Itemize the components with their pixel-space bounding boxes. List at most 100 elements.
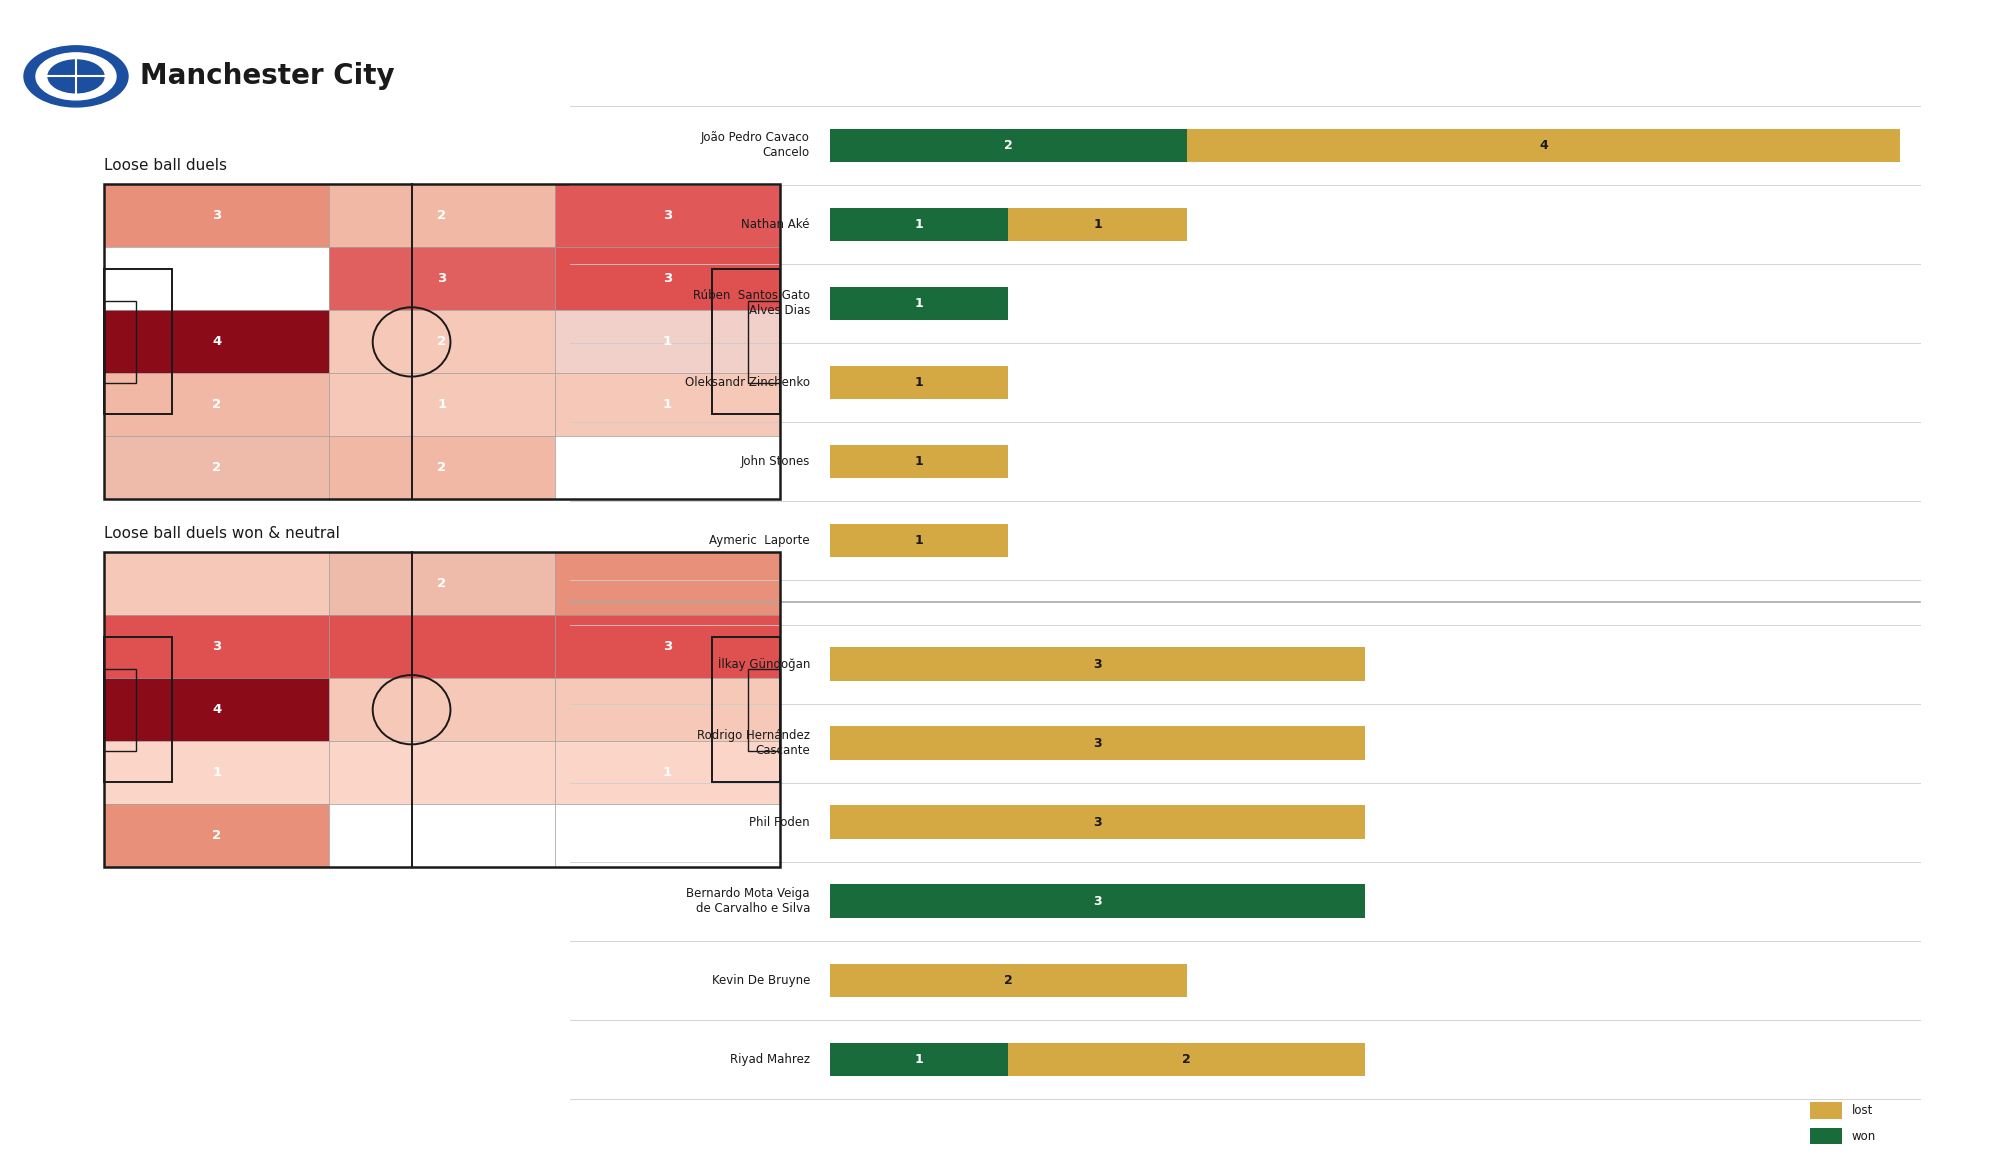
Bar	[104, 184, 780, 499]
Bar	[330, 184, 554, 248]
Bar	[1186, 129, 1900, 162]
Bar	[104, 436, 330, 499]
Text: 4: 4	[212, 335, 222, 349]
Text: 3: 3	[662, 273, 672, 286]
Bar	[330, 804, 554, 867]
Text: 1: 1	[212, 766, 222, 779]
Text: Oleksandr Zinchenko: Oleksandr Zinchenko	[684, 376, 810, 389]
Bar	[830, 885, 1364, 918]
Circle shape	[24, 46, 128, 107]
Bar	[830, 963, 1186, 996]
Text: 1: 1	[662, 335, 672, 349]
Text: Riyad Mahrez: Riyad Mahrez	[730, 1053, 810, 1066]
Text: İlkay Gündoğan: İlkay Gündoğan	[718, 657, 810, 671]
Bar	[748, 669, 780, 751]
Text: 3: 3	[1094, 737, 1102, 750]
Text: Phil Foden: Phil Foden	[750, 815, 810, 828]
Circle shape	[48, 60, 104, 93]
Bar	[104, 741, 330, 804]
Text: 2: 2	[1004, 139, 1012, 152]
Bar	[104, 616, 330, 678]
Bar	[830, 445, 1008, 478]
Bar	[104, 669, 136, 751]
Text: 1: 1	[1094, 217, 1102, 230]
Text: 1: 1	[662, 766, 672, 779]
Text: 2: 2	[212, 398, 222, 411]
Bar	[330, 741, 554, 804]
Bar	[748, 301, 780, 383]
Bar	[330, 436, 554, 499]
Text: John Stones: John Stones	[740, 455, 810, 468]
Bar	[330, 374, 554, 436]
Text: 3: 3	[662, 640, 672, 653]
Text: Rodrigo Hernández
Cascante: Rodrigo Hernández Cascante	[696, 728, 810, 757]
Text: 2: 2	[438, 462, 446, 475]
Bar	[712, 269, 780, 415]
Bar	[830, 647, 1364, 680]
Bar	[330, 552, 554, 616]
Text: won: won	[1852, 1129, 1876, 1143]
Bar	[104, 301, 136, 383]
Text: 1: 1	[662, 398, 672, 411]
Bar	[104, 637, 172, 783]
Bar	[830, 524, 1008, 557]
Bar	[554, 310, 780, 374]
Text: 2: 2	[212, 462, 222, 475]
Text: 3: 3	[662, 209, 672, 222]
Bar	[330, 310, 554, 374]
Bar	[554, 804, 780, 867]
Bar	[104, 678, 330, 741]
Bar	[554, 616, 780, 678]
Text: 3: 3	[438, 273, 446, 286]
Bar	[830, 129, 1186, 162]
Text: 2: 2	[1004, 974, 1012, 987]
Text: 3: 3	[1094, 894, 1102, 907]
Text: 4: 4	[1538, 139, 1548, 152]
Text: 3: 3	[1094, 815, 1102, 828]
Text: Manchester City: Manchester City	[140, 62, 394, 90]
Text: 1: 1	[914, 297, 924, 310]
Bar	[330, 248, 554, 310]
Text: 1: 1	[914, 1053, 924, 1066]
Text: Loose ball duels: Loose ball duels	[104, 157, 228, 173]
Bar	[104, 552, 780, 867]
Bar	[1810, 1102, 1842, 1119]
Bar	[330, 678, 554, 741]
Bar	[554, 741, 780, 804]
Text: 4: 4	[212, 703, 222, 717]
Bar	[554, 436, 780, 499]
Bar	[830, 1042, 1008, 1075]
Bar	[104, 184, 330, 248]
Text: João Pedro Cavaco
Cancelo: João Pedro Cavaco Cancelo	[702, 132, 810, 160]
Text: 3: 3	[212, 209, 222, 222]
Bar	[554, 552, 780, 616]
Text: 3: 3	[1094, 658, 1102, 671]
Bar	[1008, 208, 1186, 241]
Text: Loose ball duels won & neutral: Loose ball duels won & neutral	[104, 525, 340, 540]
Text: 2: 2	[212, 830, 222, 842]
Text: Kevin De Bruyne: Kevin De Bruyne	[712, 974, 810, 987]
Circle shape	[36, 53, 116, 100]
Text: 3: 3	[212, 640, 222, 653]
Bar	[330, 616, 554, 678]
Bar	[104, 310, 330, 374]
Text: 1: 1	[914, 455, 924, 468]
Bar	[104, 804, 330, 867]
Text: 2: 2	[438, 209, 446, 222]
Text: Nathan Aké: Nathan Aké	[742, 217, 810, 230]
Text: 1: 1	[914, 376, 924, 389]
Text: Rúben  Santos Gato
Alves Dias: Rúben Santos Gato Alves Dias	[692, 289, 810, 317]
Text: 2: 2	[438, 335, 446, 349]
Text: 1: 1	[438, 398, 446, 411]
Text: lost: lost	[1852, 1103, 1874, 1117]
Bar	[1810, 1128, 1842, 1144]
Text: Bernardo Mota Veiga
de Carvalho e Silva: Bernardo Mota Veiga de Carvalho e Silva	[686, 887, 810, 915]
Bar	[830, 365, 1008, 398]
Bar	[830, 806, 1364, 839]
Text: 1: 1	[914, 217, 924, 230]
Bar	[712, 637, 780, 783]
Text: 2: 2	[438, 577, 446, 590]
Bar	[830, 208, 1008, 241]
Bar	[830, 287, 1008, 320]
Text: 1: 1	[914, 533, 924, 546]
